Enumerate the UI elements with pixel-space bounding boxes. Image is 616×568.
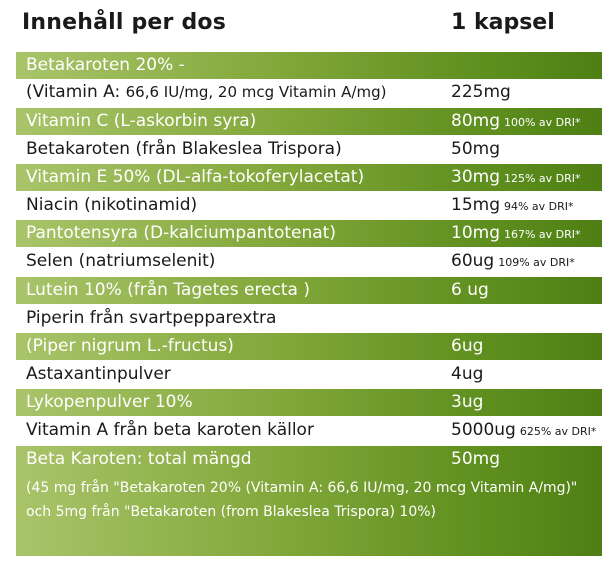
row-name: Pantotensyra (D-kalciumpantotenat) [26,223,336,243]
row-amount: 60ug 109% av DRI* [451,251,575,271]
row-name: Astaxantinpulver [26,364,171,384]
table-row: (Piper nigrum L.-fructus) 6ug [16,333,602,360]
row-name: Betakaroten 20% - [26,55,185,75]
row-name: Beta Karoten: total mängd [26,449,252,469]
row-amount: 50mg [451,449,500,469]
table-row: Selen (natriumselenit) 60ug 109% av DRI* [16,248,602,275]
row-name: Niacin (nikotinamid) [26,195,198,215]
row-amount: 10mg 167% av DRI* [451,223,581,243]
row-amount: 5000ug 625% av DRI* [451,420,597,440]
row-name: (Piper nigrum L.-fructus) [26,336,234,356]
table-row: Betakaroten 20% - [16,52,602,79]
row-name: Vitamin A från beta karoten källor [26,420,314,440]
row-amount: 6 ug [451,280,489,300]
row-name: Vitamin C (L-askorbin syra) [26,111,257,131]
row-name: Vitamin E 50% (DL-alfa-tokoferylacetat) [26,167,365,187]
table-row: Lutein 10% (från Tagetes erecta ) 6 ug [16,277,602,304]
row-amount: 50mg [451,139,500,159]
footnote: (45 mg från "Betakaroten 20% (Vitamin A:… [26,480,578,520]
row-amount: 3ug [451,392,484,412]
table-header: Innehåll per dos 1 kapsel [0,0,616,50]
header-content-label: Innehåll per dos [22,10,227,35]
row-name: (Vitamin A: 66,6 IU/mg, 20 mcg Vitamin A… [26,82,387,102]
table-row: Beta Karoten: total mängd 50mg (45 mg fr… [16,446,602,556]
row-amount: 30mg 125% av DRI* [451,167,581,187]
row-amount: 80mg 100% av DRI* [451,111,581,131]
table-row: Astaxantinpulver 4ug [16,361,602,388]
table-row: Lykopenpulver 10% 3ug [16,389,602,416]
row-dri: 125% av DRI* [503,172,581,185]
row-name: Selen (natriumselenit) [26,251,216,271]
table-row: Niacin (nikotinamid) 15mg 94% av DRI* [16,192,602,219]
table-row: Piperin från svartpepparextra [16,305,602,332]
row-name: Lykopenpulver 10% [26,392,193,412]
row-dri: 625% av DRI* [519,425,597,438]
table-row: (Vitamin A: 66,6 IU/mg, 20 mcg Vitamin A… [16,79,602,106]
table-row: Pantotensyra (D-kalciumpantotenat) 10mg 1… [16,220,602,247]
row-amount: 15mg 94% av DRI* [451,195,574,215]
row-dri: 109% av DRI* [498,256,575,269]
row-name: Betakaroten (från Blakeslea Trispora) [26,139,342,159]
row-name: Lutein 10% (från Tagetes erecta ) [26,280,310,300]
row-amount: 4ug [451,364,484,384]
table-row: Vitamin A från beta karoten källor 5000u… [16,417,602,444]
row-dri: 100% av DRI* [503,116,581,129]
row-amount: 6ug [451,336,484,356]
table-row: Betakaroten (från Blakeslea Trispora) 50… [16,136,602,163]
table-row: Vitamin E 50% (DL-alfa-tokoferylacetat) … [16,164,602,191]
header-dose-label: 1 kapsel [451,10,555,35]
table-row: Vitamin C (L-askorbin syra) 80mg 100% av … [16,108,602,135]
row-name: Piperin från svartpepparextra [26,308,277,328]
row-amount: 225mg [451,82,511,102]
row-dri: 94% av DRI* [503,200,574,213]
row-dri: 167% av DRI* [503,228,581,241]
